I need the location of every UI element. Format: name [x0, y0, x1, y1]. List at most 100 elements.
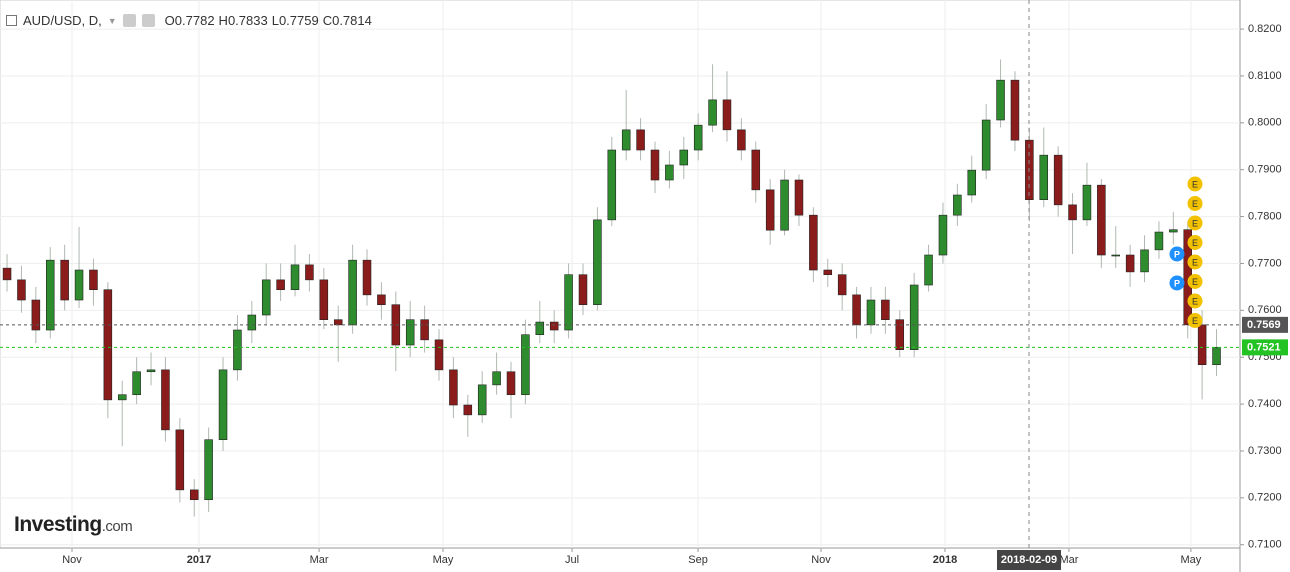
quote-value: 0.7782	[174, 13, 215, 28]
candle-body	[737, 129, 746, 151]
candle-body	[1111, 254, 1121, 257]
candle-body	[549, 321, 559, 331]
candle-body	[708, 99, 717, 126]
candle-body	[665, 164, 674, 181]
pivot-label: P	[1174, 278, 1180, 288]
pivot-marker[interactable]	[1169, 275, 1185, 291]
candle-body	[333, 319, 343, 326]
candle-body	[506, 371, 516, 396]
candle-body	[765, 189, 775, 231]
candle-body	[924, 254, 933, 286]
candle-body	[1140, 249, 1149, 273]
candle-body	[463, 404, 473, 416]
earnings-label: E	[1192, 277, 1198, 287]
candle-body	[996, 79, 1005, 121]
y-tick-label: 0.7600	[1248, 304, 1282, 316]
earnings-label: E	[1192, 257, 1198, 267]
quote-label: C	[322, 13, 333, 28]
candle-body	[564, 274, 573, 331]
quote-label: O	[164, 13, 175, 28]
candle-body	[794, 179, 804, 216]
earnings-marker[interactable]	[1187, 235, 1203, 250]
candle-body	[636, 129, 645, 151]
earnings-marker[interactable]	[1187, 313, 1203, 328]
candle-body	[981, 119, 991, 171]
y-tick-label: 0.7400	[1248, 398, 1282, 410]
pivot-marker[interactable]	[1169, 246, 1185, 262]
earnings-marker[interactable]	[1187, 274, 1203, 289]
y-tick-label: 0.7100	[1248, 539, 1282, 551]
earnings-marker[interactable]	[1187, 254, 1203, 270]
candle-body	[276, 279, 285, 291]
candle-body	[521, 334, 530, 396]
candle-body	[1039, 154, 1049, 200]
candle-body	[621, 129, 631, 151]
collapse-icon[interactable]	[6, 15, 17, 26]
candle-body	[74, 269, 84, 301]
candle-body	[895, 319, 905, 351]
price-label: 0.7521	[1247, 341, 1281, 353]
watermark: Investing.com	[14, 513, 133, 537]
earnings-label: E	[1192, 179, 1198, 189]
watermark-domain: .com	[101, 518, 133, 535]
candle-body	[146, 369, 156, 373]
earnings-marker[interactable]	[1187, 196, 1203, 211]
candle-body	[132, 371, 141, 396]
crosshair-label: 2018-02-09	[1001, 554, 1057, 566]
quote-value: 0.7833	[227, 13, 268, 28]
candle-body	[578, 274, 588, 306]
candle-body	[693, 124, 703, 151]
settings-icon[interactable]	[122, 14, 136, 27]
candle-body	[161, 369, 170, 431]
x-tick-label: Mar	[310, 554, 329, 566]
candle-body	[362, 259, 372, 296]
x-tick-label: May	[1181, 554, 1202, 566]
y-tick-label: 0.8200	[1248, 23, 1282, 35]
candle-body	[535, 321, 545, 336]
candle-body	[953, 194, 962, 216]
symbol: AUD/USD, D,	[23, 13, 102, 28]
remove-icon[interactable]	[141, 14, 155, 27]
earnings-label: E	[1192, 296, 1198, 306]
candle-body	[866, 299, 876, 326]
candle-body	[492, 371, 501, 386]
candle-body	[837, 274, 847, 296]
y-tick-label: 0.7700	[1248, 257, 1282, 269]
candle-body	[477, 384, 487, 416]
dropdown-icon[interactable]: ▼	[107, 15, 117, 26]
earnings-marker[interactable]	[1187, 215, 1203, 231]
candle-body	[31, 299, 41, 331]
price-label-box	[1242, 339, 1288, 356]
candle-body	[1197, 324, 1207, 366]
earnings-label: E	[1192, 218, 1198, 228]
chart-header: AUD/USD, D, ▼ O0.7782 H0.7833 L0.7759 C0.78…	[6, 13, 372, 28]
y-tick-label: 0.8100	[1248, 70, 1282, 82]
x-tick-label: 2018	[933, 554, 957, 566]
crosshair-label-box	[997, 550, 1061, 570]
candle-body	[204, 439, 213, 501]
candle-body	[117, 394, 127, 401]
quote-item: O0.7782	[165, 13, 215, 28]
earnings-marker[interactable]	[1187, 293, 1203, 309]
candle-body	[909, 284, 919, 351]
candle-body	[809, 214, 818, 271]
candle-body	[420, 319, 429, 341]
x-tick-label: May	[433, 554, 454, 566]
candle-body	[1212, 347, 1221, 366]
candle-body	[175, 429, 185, 491]
y-tick-label: 0.7900	[1248, 164, 1282, 176]
y-tick-label: 0.7200	[1248, 492, 1282, 504]
candle-body	[1154, 231, 1164, 251]
earnings-marker[interactable]	[1187, 176, 1203, 192]
candle-body	[89, 269, 98, 291]
quote-label: H	[218, 13, 228, 28]
candle-body	[218, 369, 228, 441]
price-label: 0.7569	[1247, 319, 1281, 331]
candle-body	[852, 294, 861, 326]
candle-body	[1169, 229, 1178, 233]
candle-body	[17, 279, 26, 301]
candle-body	[305, 264, 314, 281]
candle-body	[1125, 254, 1135, 273]
